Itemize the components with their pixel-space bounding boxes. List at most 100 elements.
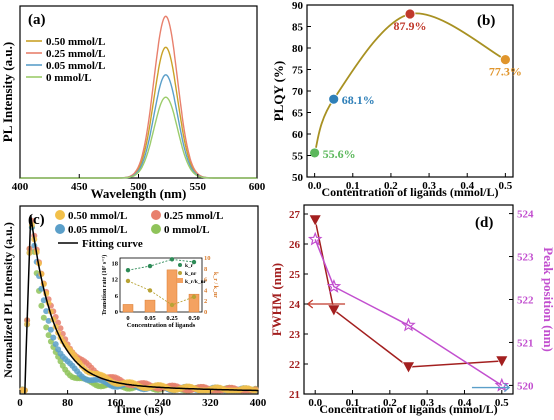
- decay-point: [40, 297, 47, 304]
- panel-label: (d): [475, 215, 493, 231]
- peak-axis-arrow: [471, 383, 511, 393]
- inset-x-tick-label: 0.50: [188, 315, 199, 322]
- y-tick-label: 27: [289, 209, 301, 221]
- inset-y2-tick-label: 10: [204, 255, 211, 262]
- x-tick-label: 400: [12, 181, 29, 193]
- decay-point: [57, 325, 64, 332]
- fwhm-point-2: [401, 361, 416, 374]
- x-tick-label: 550: [190, 181, 207, 193]
- x-tick-label: 0.2: [384, 180, 398, 192]
- y-tick-label: 75: [292, 65, 304, 77]
- inset-x-tick-label: 0.25: [166, 315, 178, 322]
- inset-knr-point: [147, 288, 153, 293]
- y-tick-label: 70: [292, 86, 304, 98]
- legend-marker: [151, 224, 161, 234]
- x-tick-label: 80: [62, 397, 74, 409]
- inset-y2-tick-label: 6: [204, 277, 208, 284]
- inset-y2-tick-label: 8: [204, 266, 208, 273]
- inset-y-tick-label: 12: [112, 277, 119, 284]
- y-tick-label: 23: [289, 329, 301, 341]
- inset-legend-marker: [177, 278, 183, 283]
- decay-point: [45, 317, 52, 324]
- legend-marker: [55, 224, 65, 234]
- x-tick-label: 0.1: [346, 397, 360, 409]
- inset-y-tick-label: 18: [112, 260, 119, 267]
- y-tick-label: 25: [289, 269, 301, 281]
- legend-marker: [55, 210, 65, 220]
- y-tick-label: 65: [292, 108, 304, 120]
- x-tick-label: 450: [71, 181, 88, 193]
- inset-y2-axis-title: k_r / k_nr: [212, 272, 218, 298]
- legend-label: 0.05 mmol/L: [46, 60, 105, 72]
- inset-ratio-bar: [188, 293, 200, 313]
- decay-point: [52, 341, 59, 348]
- inset-x-axis-title: Concentration of ligands: [127, 322, 196, 329]
- y-tick-label: 60: [292, 129, 304, 141]
- x-tick-label: 0.3: [422, 180, 436, 192]
- y-tick-label: 26: [289, 239, 301, 251]
- inset-legend-marker: [178, 263, 182, 267]
- legend-label: Fitting curve: [82, 238, 143, 250]
- plqy-point-0: [309, 147, 321, 159]
- x-tick-label: 0: [17, 397, 23, 409]
- x-axis-title: Wavelength (nm): [91, 186, 187, 201]
- inset-knr-point: [125, 278, 131, 284]
- y-axis-title: PLQY (%): [271, 61, 286, 122]
- legend-label: 0.25 mmol/L: [46, 48, 105, 60]
- peak-point-1: [326, 278, 342, 293]
- spectrum-line-3: [20, 96, 257, 179]
- y-axis-title: FWHM (nm): [269, 263, 284, 336]
- inset-y2-tick-label: 2: [204, 298, 207, 305]
- legend-label: 0.25 mmol/L: [164, 210, 223, 222]
- inset-y-axis-title: Transition rate (10⁷ s⁻¹): [101, 255, 108, 315]
- y-tick-label: 521: [517, 337, 534, 349]
- x-tick-label: 600: [249, 181, 266, 193]
- inset-kr-line: [127, 258, 195, 271]
- x-tick-label: 0.5: [495, 397, 509, 409]
- decay-point: [43, 324, 50, 331]
- y-tick-label: 55: [292, 151, 304, 163]
- inset-kr-point: [169, 257, 175, 262]
- inset-ratio-bar: [144, 299, 156, 313]
- panel-label: (b): [477, 13, 495, 29]
- inset-y2-tick-label: 0: [204, 309, 207, 316]
- legend-label: 0.05 mmol/L: [68, 224, 127, 236]
- decay-point: [50, 334, 57, 341]
- x-tick-label: 160: [107, 397, 124, 409]
- inset-legend-label: k_r: [185, 263, 194, 269]
- y-tick-label: 21: [289, 389, 300, 401]
- plqy-point-3: [499, 54, 511, 66]
- decay-point: [43, 308, 50, 315]
- fwhm-point-1: [327, 304, 341, 317]
- x-tick-label: 0.1: [346, 180, 360, 192]
- y-tick-label: 90: [292, 0, 304, 12]
- plqy-value-label: 77.3%: [489, 65, 522, 79]
- y-tick-label: 50: [292, 172, 304, 184]
- x-tick-label: 320: [202, 397, 219, 409]
- inset-y-tick-label: 6: [115, 293, 119, 300]
- x-axis-title: Concentration of ligands (mmol/L): [319, 402, 497, 416]
- inset-kr-point: [125, 267, 131, 273]
- fwhm-line: [314, 219, 502, 368]
- inset-legend-label: k_nr: [185, 271, 197, 277]
- decay-point: [38, 302, 45, 309]
- panel-c-frame: [19, 205, 259, 395]
- x-tick-label: 0.0: [308, 180, 322, 192]
- x-tick-label: 0.0: [308, 397, 322, 409]
- fitting-curve: [24, 214, 258, 395]
- plqy-value-label: 68.1%: [342, 93, 375, 107]
- y-tick-label: 520: [517, 380, 534, 392]
- y-tick-label: 522: [517, 295, 534, 307]
- peak-point-0: [307, 231, 323, 246]
- panel-label: (c): [28, 212, 45, 228]
- inset-y-tick-label: 0: [115, 309, 118, 316]
- y-tick-label: 80: [292, 43, 304, 55]
- plqy-fit-curve: [313, 12, 506, 154]
- x-axis-title: Contentration of ligands (mmol/L): [322, 185, 499, 199]
- panel-label: (a): [28, 12, 46, 28]
- legend-label: 0.50 mmol/L: [68, 210, 127, 222]
- inset-y2-tick-label: 4: [204, 287, 208, 294]
- inset-frame: [119, 257, 203, 313]
- inset-legend-label: k_r/k_nr: [185, 279, 207, 285]
